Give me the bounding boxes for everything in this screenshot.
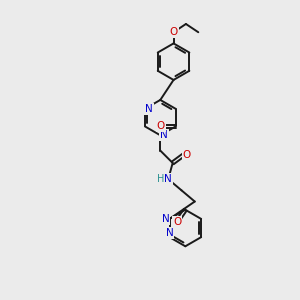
Text: N: N [162,214,170,224]
Text: N: N [145,104,153,114]
Text: H: H [157,174,165,184]
Text: O: O [182,150,190,160]
Text: N: N [164,174,172,184]
Text: O: O [157,122,165,131]
Text: N: N [160,130,168,140]
Text: N: N [166,228,173,238]
Text: O: O [173,217,181,227]
Text: O: O [169,27,178,37]
